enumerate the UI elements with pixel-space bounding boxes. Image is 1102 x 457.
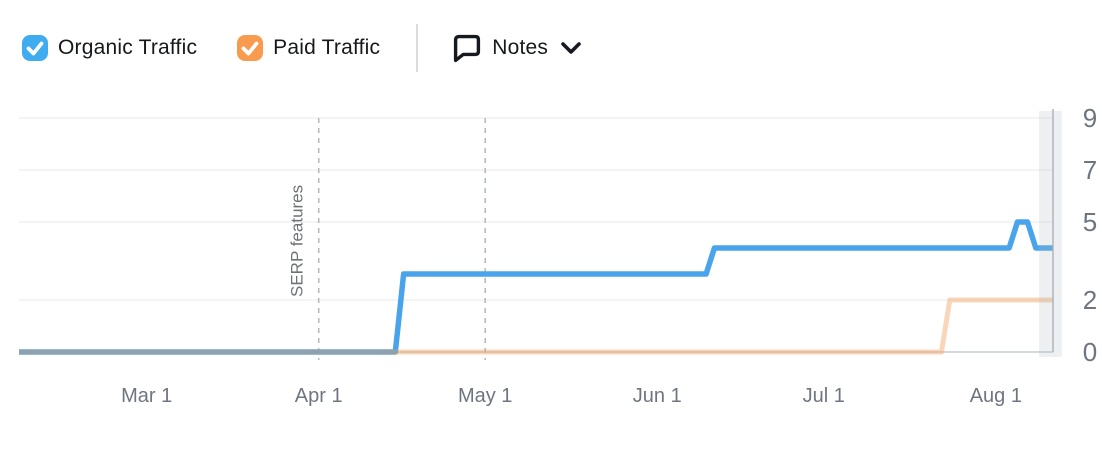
check-icon bbox=[241, 41, 259, 56]
x-tick-label: Mar 1 bbox=[121, 385, 172, 407]
paid-traffic-line[interactable] bbox=[19, 297, 1053, 355]
y-tick-label: 2 bbox=[1083, 285, 1097, 315]
check-icon bbox=[26, 41, 44, 56]
traffic-chart-canvas: 0 2 5 7 9 Mar 1 Apr 1 May 1 Jun 1 Jul 1 Aug 1 SERP … bbox=[19, 103, 1097, 407]
y-tick-label: 9 bbox=[1083, 103, 1097, 133]
note-bubble-icon bbox=[454, 34, 481, 63]
x-tick-label: May 1 bbox=[458, 385, 512, 407]
y-tick-label: 5 bbox=[1083, 207, 1097, 237]
notes-dropdown-button[interactable]: Notes bbox=[450, 32, 582, 64]
legend-item-organic[interactable]: Organic Traffic bbox=[22, 35, 197, 61]
x-tick-label: Jun 1 bbox=[633, 385, 682, 407]
chart-legend: Organic Traffic Paid Traffic Notes bbox=[22, 24, 582, 72]
legend-label-organic: Organic Traffic bbox=[58, 36, 198, 59]
y-tick-label: 7 bbox=[1083, 155, 1097, 185]
x-tick-label: Apr 1 bbox=[295, 385, 343, 407]
x-tick-label: Aug 1 bbox=[970, 385, 1022, 407]
current-period-band bbox=[1039, 111, 1062, 357]
legend-item-paid[interactable]: Paid Traffic bbox=[237, 35, 380, 61]
chevron-down-icon bbox=[561, 42, 581, 54]
x-tick-label: Jul 1 bbox=[803, 385, 845, 407]
legend-divider bbox=[416, 24, 419, 72]
y-tick-label: 0 bbox=[1083, 337, 1097, 367]
notes-label: Notes bbox=[492, 36, 549, 59]
legend-label-paid: Paid Traffic bbox=[273, 36, 381, 59]
organic-traffic-line[interactable] bbox=[19, 219, 1053, 355]
paid-traffic-checkbox[interactable] bbox=[237, 35, 264, 61]
traffic-chart: 0 2 5 7 9 Mar 1 Apr 1 May 1 Jun 1 Jul 1 Aug 1 SERP … bbox=[0, 95, 1102, 452]
note-annotation-label: SERP features bbox=[288, 185, 307, 297]
organic-traffic-checkbox[interactable] bbox=[22, 35, 48, 61]
